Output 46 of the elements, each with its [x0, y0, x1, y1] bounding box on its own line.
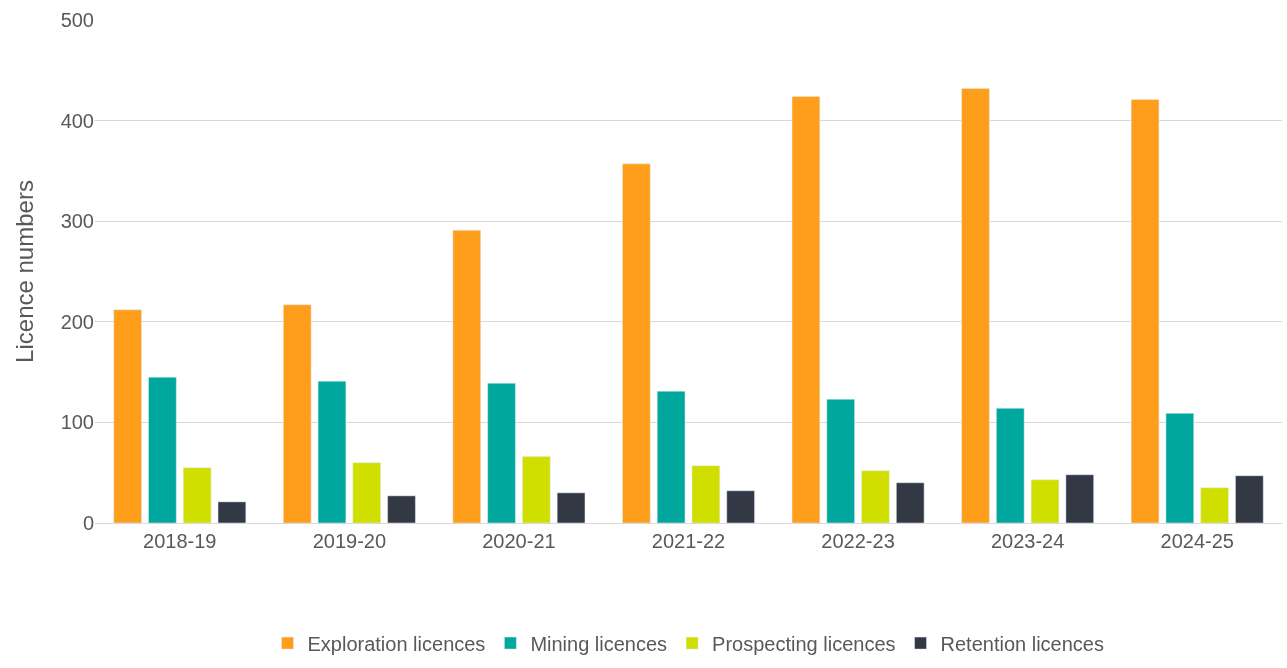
x-tick-label: 2018-19	[143, 530, 217, 552]
bar	[896, 482, 925, 523]
y-tick-label: 100	[60, 411, 94, 434]
bar	[996, 408, 1025, 523]
x-tick-label: 2023-24	[990, 530, 1065, 552]
bar	[791, 96, 821, 523]
bar	[148, 376, 177, 523]
x-tick-label: 2021-22	[651, 530, 726, 552]
bar	[861, 470, 890, 523]
bar	[183, 467, 212, 523]
bar	[1165, 413, 1194, 523]
bar	[283, 304, 312, 523]
x-tick-label: 2022-23	[821, 530, 895, 552]
bar	[487, 382, 516, 523]
y-tick-label: 300	[60, 210, 94, 233]
bar	[1130, 99, 1160, 523]
bar	[452, 230, 481, 523]
bar	[726, 490, 755, 523]
y-tick-label: 0	[82, 512, 94, 534]
bar	[1200, 487, 1229, 523]
legend-label: Prospecting licences	[712, 632, 896, 655]
bar	[317, 380, 347, 523]
x-tick-label: 2024-25	[1160, 530, 1234, 552]
bar	[961, 88, 990, 523]
y-axis-title: Licence numbers	[10, 180, 38, 363]
y-tick-label: 500	[60, 9, 94, 31]
bar	[656, 390, 686, 523]
legend-label: Mining licences	[530, 632, 668, 655]
bar	[826, 399, 855, 523]
bar	[622, 163, 651, 523]
y-tick-label: 200	[60, 310, 94, 333]
bar	[1235, 475, 1264, 523]
bar	[352, 462, 381, 523]
x-tick-label: 2019-20	[312, 530, 387, 552]
bar	[556, 492, 586, 523]
bar	[1030, 479, 1060, 523]
bar	[522, 456, 551, 523]
bar	[1065, 474, 1094, 523]
y-tick-label: 400	[60, 109, 94, 132]
x-tick-label: 2020-21	[482, 530, 556, 552]
bar	[387, 495, 416, 523]
bar	[691, 465, 721, 523]
legend-label: Exploration licences	[307, 632, 486, 655]
legend-label: Retention licences	[940, 632, 1104, 655]
bar	[113, 309, 142, 523]
bar	[217, 501, 247, 523]
